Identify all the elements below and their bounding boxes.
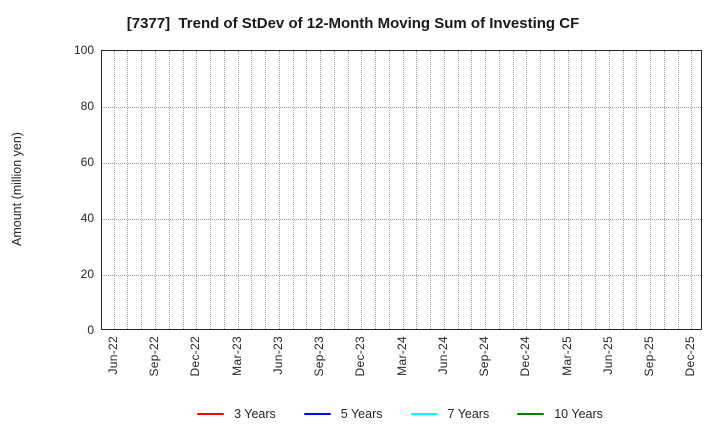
legend-line-icon [517, 412, 545, 416]
v-gridline [567, 51, 569, 329]
v-gridline [292, 51, 294, 329]
v-gridline [182, 51, 184, 329]
v-gridline [416, 51, 418, 329]
x-tick-label: Jun-24 [435, 336, 450, 375]
x-tick-label: Mar-25 [559, 336, 574, 376]
y-tick-label: 0 [87, 323, 94, 337]
v-gridline [251, 51, 253, 329]
v-gridline [361, 51, 363, 329]
v-gridline [540, 51, 541, 329]
v-gridline [402, 51, 404, 329]
v-gridline [622, 51, 624, 329]
h-gridline [102, 163, 701, 164]
v-gridline [471, 51, 473, 329]
x-tick-label: Jun-23 [270, 336, 285, 375]
legend-item-3-years: 3 Years [197, 407, 276, 421]
v-gridline [223, 51, 225, 329]
v-gridline [512, 51, 514, 329]
v-gridline [553, 51, 555, 329]
y-tick-label: 60 [80, 155, 94, 169]
legend-label: 3 Years [234, 407, 276, 421]
x-tick-label: Dec-24 [518, 336, 533, 377]
x-tick-label: Jun-22 [105, 336, 120, 375]
v-gridline [526, 51, 528, 329]
v-gridline [485, 51, 486, 329]
v-gridline [320, 51, 321, 329]
x-tick-label: Sep-23 [312, 336, 326, 377]
v-gridline [141, 51, 143, 329]
v-gridline [333, 51, 335, 329]
v-gridline [677, 51, 679, 329]
x-tick-label: Sep-24 [477, 336, 491, 377]
x-tick-label: Dec-22 [188, 336, 203, 377]
v-gridline [127, 51, 129, 329]
v-gridline [430, 51, 431, 329]
y-tick-label: 80 [80, 99, 94, 113]
v-gridline [306, 51, 308, 329]
v-gridline [608, 51, 610, 329]
v-gridline [347, 51, 349, 329]
v-gridline [650, 51, 652, 329]
y-tick-label: 20 [80, 267, 94, 281]
chart-title: [7377] Trend of StDev of 12-Month Moving… [126, 15, 580, 32]
legend-line-icon [410, 412, 438, 416]
v-gridline [498, 51, 500, 329]
v-gridline [237, 51, 239, 329]
plot-area [101, 50, 702, 330]
v-gridline [210, 51, 211, 329]
legend-label: 10 Years [554, 407, 603, 421]
x-tick-label: Mar-24 [394, 336, 409, 376]
y-axis-label: Amount (million yen) [10, 132, 24, 246]
x-tick-label: Dec-23 [353, 336, 368, 377]
legend: 3 Years 5 Years 7 Years 10 Years [40, 407, 720, 421]
v-gridline [196, 51, 198, 329]
y-tick-label: 40 [80, 211, 94, 225]
v-gridline [636, 51, 638, 329]
v-gridline [278, 51, 280, 329]
v-gridline [388, 51, 390, 329]
v-gridline [457, 51, 459, 329]
v-gridline [595, 51, 596, 329]
x-tick-label: Sep-22 [146, 336, 161, 377]
v-gridline [443, 51, 445, 329]
legend-line-icon [303, 412, 331, 416]
x-tick-label: Jun-25 [600, 336, 615, 375]
x-tick-label: Mar-23 [229, 336, 244, 376]
legend-item-5-years: 5 Years [303, 407, 383, 421]
v-gridline [375, 51, 376, 329]
v-gridline [168, 51, 170, 329]
v-gridline [663, 51, 665, 329]
h-gridline [102, 275, 701, 276]
v-gridline [691, 51, 693, 329]
legend-item-10-years: 10 Years [517, 407, 603, 421]
h-gridline [102, 107, 701, 108]
v-gridline [581, 51, 583, 329]
legend-item-7-years: 7 Years [410, 407, 490, 421]
legend-label: 5 Years [340, 407, 383, 421]
x-tick-label: Dec-25 [683, 336, 698, 377]
v-gridline [154, 51, 156, 329]
x-tick-label: Sep-25 [642, 336, 657, 377]
v-gridline [113, 51, 115, 329]
v-gridline [265, 51, 266, 329]
y-tick-label: 100 [73, 43, 94, 57]
legend-line-icon [197, 412, 225, 416]
legend-label: 7 Years [447, 407, 490, 421]
h-gridline [102, 219, 701, 220]
